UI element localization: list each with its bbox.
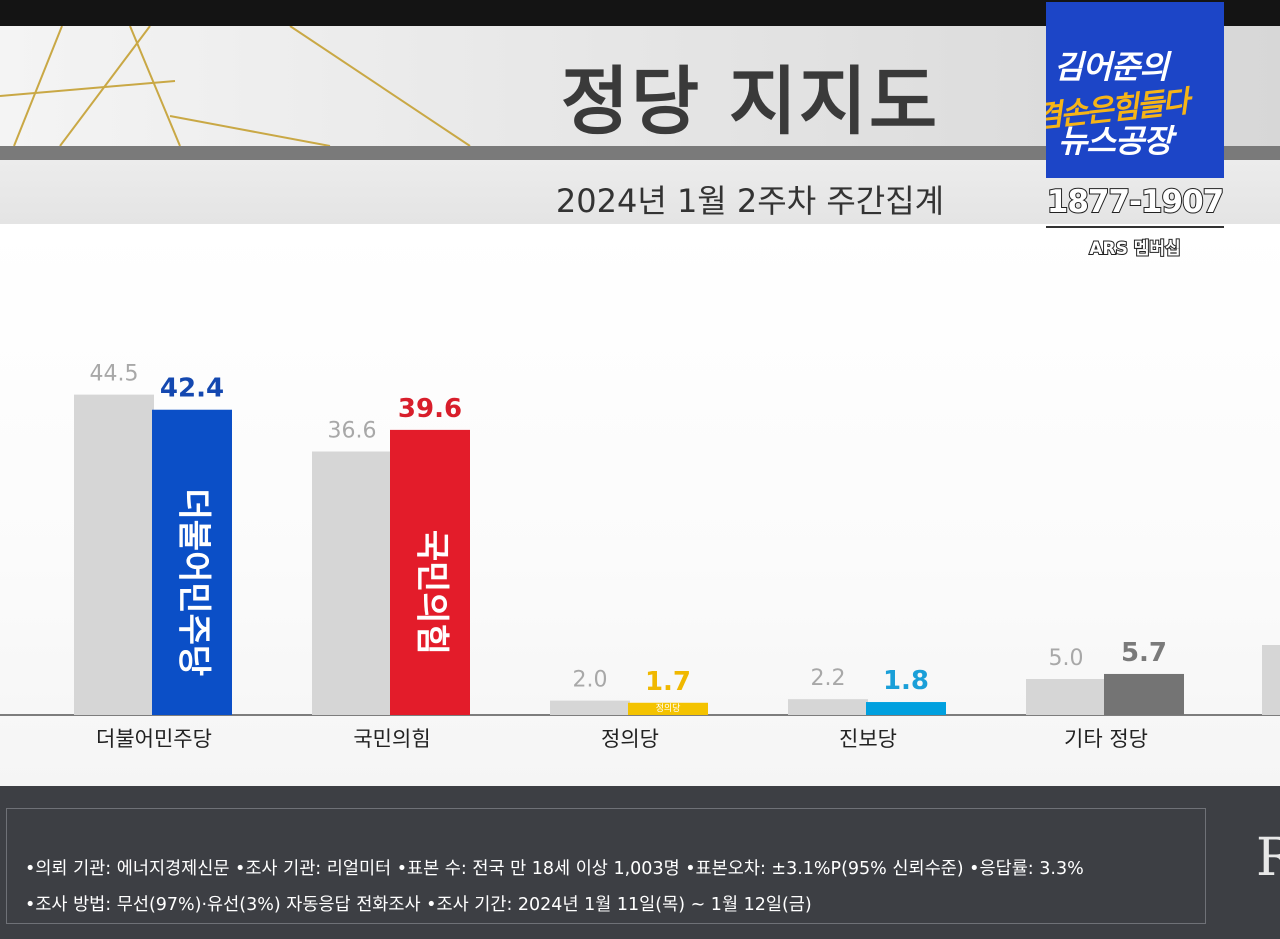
bar-previous [312,451,392,715]
bar-current [866,702,946,715]
footnote-panel: •의뢰 기관: 에너지경제신문 •조사 기관: 리얼미터 •표본 수: 전국 만… [0,786,1280,939]
data-label-current: 39.6 [398,394,462,424]
bar-previous [788,699,868,715]
footnote-line2: •조사 방법: 무선(97%)·유선(3%) 자동응답 전화조사 •조사 기간:… [25,895,812,915]
data-label-previous: 2.2 [811,666,846,691]
bar-offscreen-partial [1262,645,1280,715]
bar-party-name: 정의당 [656,703,681,714]
footnote-box: •의뢰 기관: 에너지경제신문 •조사 기관: 리얼미터 •표본 수: 전국 만… [6,808,1206,924]
data-label-current: 1.7 [645,667,691,697]
page-subtitle: 2024년 1월 2주차 주간집계 [555,182,945,220]
category-label: 더불어민주당 [96,727,212,751]
data-label-current: 42.4 [160,374,224,404]
bar-current [390,429,470,715]
bar-current [152,409,232,715]
data-label-previous: 44.5 [90,362,139,387]
footnote-line1: •의뢰 기관: 에너지경제신문 •조사 기관: 리얼미터 •표본 수: 전국 만… [25,859,1084,879]
category-label: 정의당 [601,727,659,751]
phone-number: 1877-1907 [1046,183,1225,221]
page-title: 정당 지지도 [560,59,940,145]
bar-current [1104,673,1184,715]
bar-party-name: 더불어민주당 [174,489,214,677]
gold-line-decoration [0,26,471,146]
header-divider [0,146,1280,160]
data-label-current: 1.8 [883,666,929,696]
bar-party-name: 국민의힘 [412,530,452,655]
data-label-previous: 2.0 [573,668,608,693]
logo-line1: 김어준의 [1054,48,1169,86]
show-logo: 김어준의 겸손은힘들다 뉴스공장 [1046,2,1224,178]
category-label: 진보당 [839,727,897,751]
data-label-previous: 5.0 [1049,646,1084,671]
category-label: 국민의힘 [353,727,430,751]
edge-letter: R [1256,828,1280,888]
ars-membership: ARS 멤버십 [1088,238,1181,260]
data-label-current: 5.7 [1121,638,1167,668]
bar-previous [74,394,154,715]
phone-underline [1046,226,1224,228]
chart-area: 44.5 42.4 더불어민주당 더불어민주당 36.6 39.6 국민의힘 국민의힘 2.0 1… [0,224,1280,786]
category-label: 기타 정당 [1064,727,1148,751]
bar-current [628,702,708,715]
logo-line3: 뉴스공장 [1058,122,1173,160]
bar-previous [1026,679,1106,715]
bar-previous [550,700,630,715]
data-label-previous: 36.6 [328,418,377,443]
